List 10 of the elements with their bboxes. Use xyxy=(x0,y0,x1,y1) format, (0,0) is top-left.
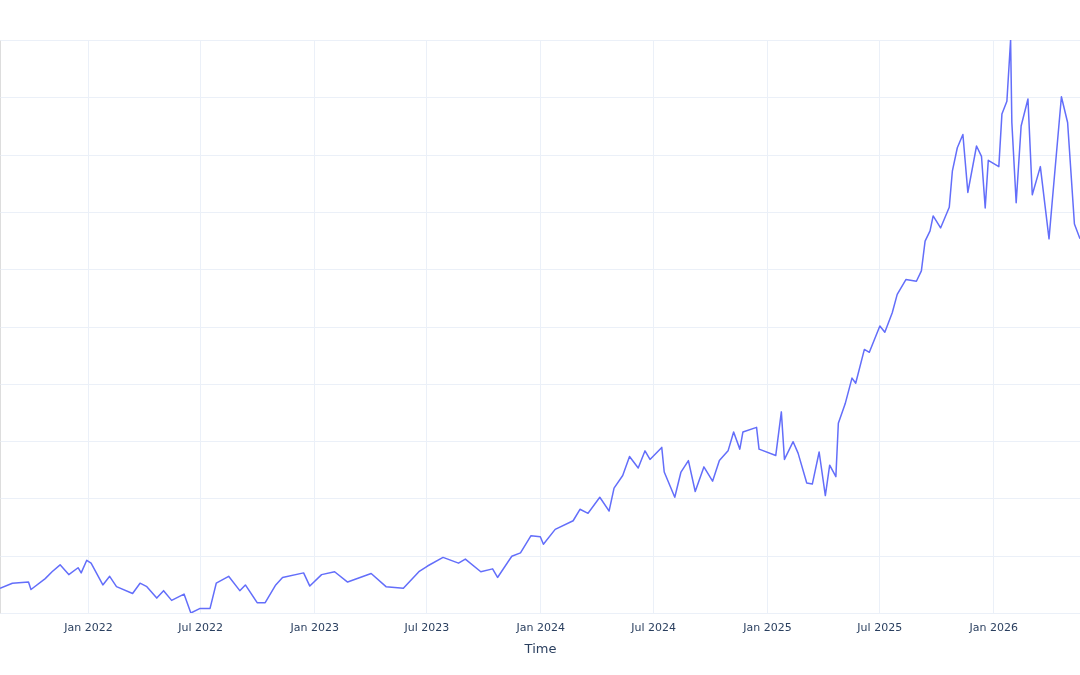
x-tick-label: Jan 2023 xyxy=(289,620,339,634)
x-tick-label: Jul 2024 xyxy=(630,620,676,634)
x-tick-label: Jul 2025 xyxy=(856,620,903,634)
x-tick-label: Jul 2022 xyxy=(177,620,224,634)
x-tick-label: Jan 2024 xyxy=(515,620,566,634)
x-tick-label: Jan 2022 xyxy=(63,620,113,634)
x-axis-title: Time xyxy=(523,640,557,656)
x-tick-label: Jan 2025 xyxy=(742,620,792,634)
x-tick-label: Jul 2023 xyxy=(403,620,450,634)
x-tick-label: Jan 2026 xyxy=(968,620,1018,634)
